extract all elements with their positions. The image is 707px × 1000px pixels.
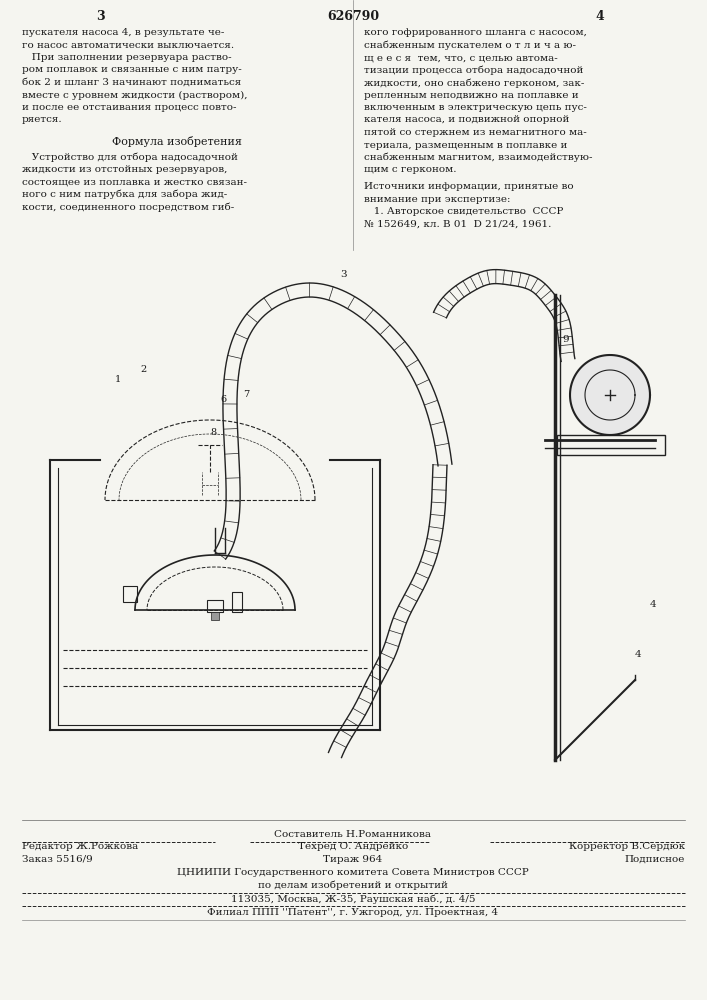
Text: Источники информации, принятые во: Источники информации, принятые во — [364, 182, 573, 191]
Text: бок 2 и шланг 3 начинают подниматься: бок 2 и шланг 3 начинают подниматься — [22, 78, 241, 87]
Bar — [232, 592, 242, 612]
Text: го насос автоматически выключается.: го насос автоматически выключается. — [22, 40, 234, 49]
Text: № 152649, кл. В 01  D 21/24, 1961.: № 152649, кл. В 01 D 21/24, 1961. — [364, 220, 551, 229]
Text: 9: 9 — [562, 335, 568, 344]
Text: 7: 7 — [243, 390, 250, 399]
Text: 6: 6 — [220, 395, 226, 404]
Text: включенным в электрическую цепь пус-: включенным в электрическую цепь пус- — [364, 103, 587, 112]
Bar — [557, 435, 665, 455]
Text: ного с ним патрубка для забора жид-: ного с ним патрубка для забора жид- — [22, 190, 227, 199]
Bar — [207, 600, 223, 612]
Text: При заполнении резервуара раство-: При заполнении резервуара раство- — [22, 53, 232, 62]
Text: Подписное: Подписное — [624, 855, 685, 864]
Text: кости, соединенного посредством гиб-: кости, соединенного посредством гиб- — [22, 202, 234, 212]
Text: ЦНИИПИ Государственного комитета Совета Министров СССР: ЦНИИПИ Государственного комитета Совета … — [177, 868, 529, 877]
Text: снабженным пускателем о т л и ч а ю-: снабженным пускателем о т л и ч а ю- — [364, 40, 576, 50]
Text: 4: 4 — [650, 600, 657, 609]
Text: териала, размещенным в поплавке и: териала, размещенным в поплавке и — [364, 140, 568, 149]
Text: щ е е с я  тем, что, с целью автома-: щ е е с я тем, что, с целью автома- — [364, 53, 558, 62]
Text: вместе с уровнем жидкости (раствором),: вместе с уровнем жидкости (раствором), — [22, 91, 247, 100]
Text: Устройство для отбора надосадочной: Устройство для отбора надосадочной — [22, 152, 238, 161]
Text: Составитель Н.Романникова: Составитель Н.Романникова — [274, 830, 431, 839]
Text: Тираж 964: Тираж 964 — [323, 855, 382, 864]
Text: пятой со стержнем из немагнитного ма-: пятой со стержнем из немагнитного ма- — [364, 128, 587, 137]
Text: Заказ 5516/9: Заказ 5516/9 — [22, 855, 93, 864]
Text: пускателя насоса 4, в результате че-: пускателя насоса 4, в результате че- — [22, 28, 224, 37]
Text: жидкости из отстойных резервуаров,: жидкости из отстойных резервуаров, — [22, 164, 228, 174]
Text: 1. Авторское свидетельство  СССР: 1. Авторское свидетельство СССР — [364, 207, 563, 216]
Text: 3: 3 — [340, 270, 346, 279]
Text: 8: 8 — [210, 428, 216, 437]
Text: Корректор В.Сердюк: Корректор В.Сердюк — [569, 842, 685, 851]
Bar — [123, 586, 137, 602]
Polygon shape — [570, 355, 650, 435]
Text: щим с герконом.: щим с герконом. — [364, 165, 457, 174]
Text: 4: 4 — [635, 650, 642, 659]
Text: состоящее из поплавка и жестко связан-: состоящее из поплавка и жестко связан- — [22, 177, 247, 186]
Bar — [211, 612, 219, 620]
Text: Редактор Ж.Рожкова: Редактор Ж.Рожкова — [22, 842, 139, 851]
Text: внимание при экспертизе:: внимание при экспертизе: — [364, 194, 510, 204]
Text: ром поплавок и связанные с ним патру-: ром поплавок и связанные с ним патру- — [22, 66, 242, 75]
Text: и после ее отстаивания процесс повто-: и после ее отстаивания процесс повто- — [22, 103, 237, 112]
Text: 4: 4 — [595, 10, 604, 23]
Text: 2: 2 — [140, 365, 146, 374]
Text: ряется.: ряется. — [22, 115, 63, 124]
Text: 1: 1 — [115, 375, 121, 384]
Text: кого гофрированного шланга с насосом,: кого гофрированного шланга с насосом, — [364, 28, 587, 37]
Text: Филиал ППП ''Патент'', г. Ужгород, ул. Проектная, 4: Филиал ППП ''Патент'', г. Ужгород, ул. П… — [207, 908, 498, 917]
Text: 113035, Москва, Ж-35, Раушская наб., д. 4/5: 113035, Москва, Ж-35, Раушская наб., д. … — [230, 894, 475, 904]
Text: по делам изобретений и открытий: по делам изобретений и открытий — [258, 881, 448, 890]
Text: жидкости, оно снабжено герконом, зак-: жидкости, оно снабжено герконом, зак- — [364, 78, 585, 88]
Text: снабженным магнитом, взаимодействую-: снабженным магнитом, взаимодействую- — [364, 153, 592, 162]
Text: тизации процесса отбора надосадочной: тизации процесса отбора надосадочной — [364, 66, 583, 75]
Text: 626790: 626790 — [327, 10, 379, 23]
Text: 3: 3 — [95, 10, 105, 23]
Text: репленным неподвижно на поплавке и: репленным неподвижно на поплавке и — [364, 91, 578, 100]
Text: Техред О. Андрейко: Техред О. Андрейко — [298, 842, 408, 851]
Text: кателя насоса, и подвижной опорной: кателя насоса, и подвижной опорной — [364, 115, 569, 124]
Text: Формула изобретения: Формула изобретения — [112, 136, 241, 147]
